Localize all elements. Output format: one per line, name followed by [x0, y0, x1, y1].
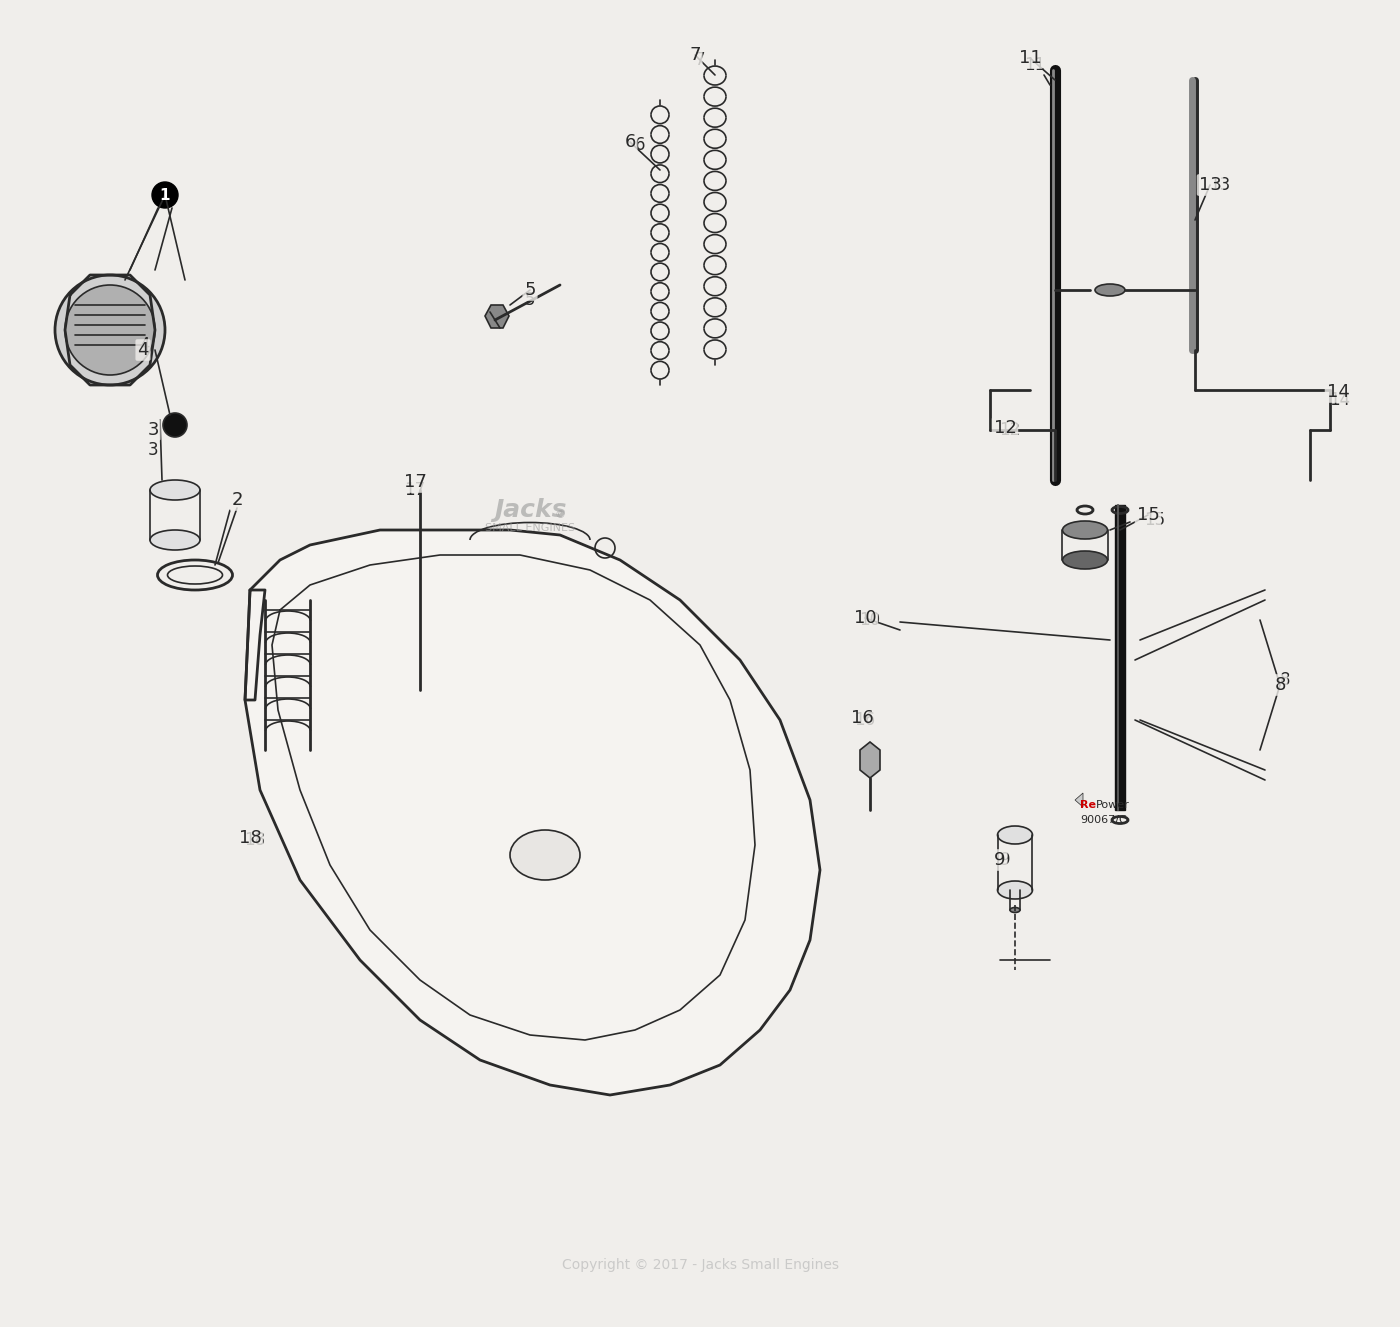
Text: 16: 16: [854, 711, 875, 729]
Text: 10: 10: [860, 610, 881, 629]
Ellipse shape: [150, 480, 200, 500]
Text: Copyright © 2017 - Jacks Small Engines: Copyright © 2017 - Jacks Small Engines: [561, 1258, 839, 1273]
Text: 6: 6: [634, 135, 645, 154]
Text: 9: 9: [994, 851, 1005, 869]
Text: 5: 5: [524, 281, 536, 299]
Ellipse shape: [997, 881, 1033, 898]
Text: 11: 11: [1019, 49, 1042, 66]
Text: 12: 12: [1000, 421, 1021, 439]
Text: 6: 6: [624, 133, 636, 151]
Ellipse shape: [1095, 284, 1126, 296]
Text: 13: 13: [1210, 176, 1231, 194]
Text: 10: 10: [854, 609, 876, 626]
Ellipse shape: [997, 825, 1033, 844]
Polygon shape: [1075, 794, 1084, 807]
Text: 3: 3: [147, 441, 158, 459]
Text: 8: 8: [1274, 675, 1285, 694]
Text: Re: Re: [1079, 800, 1096, 809]
Text: SMALL ENGINES: SMALL ENGINES: [484, 523, 575, 533]
Text: Jacks: Jacks: [494, 498, 566, 522]
Ellipse shape: [150, 529, 200, 549]
Text: 18: 18: [238, 829, 262, 847]
Text: Power: Power: [1096, 800, 1130, 809]
Ellipse shape: [510, 829, 580, 880]
Circle shape: [414, 683, 426, 695]
Text: 2: 2: [231, 491, 242, 510]
Polygon shape: [860, 742, 881, 778]
Text: 1: 1: [160, 187, 171, 203]
Polygon shape: [245, 529, 820, 1095]
Text: 15: 15: [1144, 511, 1166, 529]
Text: 4: 4: [140, 336, 150, 354]
Ellipse shape: [1063, 522, 1107, 539]
Text: 5: 5: [525, 291, 535, 309]
Text: 90067/C: 90067/C: [1079, 815, 1127, 825]
Text: 18: 18: [245, 831, 266, 849]
Text: 14: 14: [1330, 391, 1351, 409]
Text: 3: 3: [147, 421, 158, 439]
Text: 15: 15: [1137, 506, 1159, 524]
Text: 17: 17: [403, 472, 427, 491]
Text: 8: 8: [1280, 671, 1291, 689]
Circle shape: [153, 182, 178, 208]
Circle shape: [64, 285, 155, 376]
Ellipse shape: [1063, 551, 1107, 569]
Ellipse shape: [1009, 908, 1021, 913]
Text: 13: 13: [1198, 176, 1221, 194]
Text: 16: 16: [851, 709, 874, 727]
Text: 9: 9: [1000, 851, 1011, 869]
Text: 11: 11: [1025, 56, 1046, 74]
Text: 14: 14: [1327, 384, 1350, 401]
Circle shape: [55, 275, 165, 385]
Text: 7: 7: [689, 46, 701, 64]
Polygon shape: [1114, 506, 1126, 809]
Text: 7: 7: [694, 50, 706, 69]
Ellipse shape: [168, 567, 223, 584]
Polygon shape: [484, 305, 510, 328]
Text: 12: 12: [994, 419, 1016, 437]
Text: ©: ©: [554, 510, 566, 520]
Text: 17: 17: [405, 480, 426, 499]
Text: 4: 4: [137, 341, 148, 360]
Text: 2: 2: [231, 491, 242, 510]
Circle shape: [162, 413, 188, 437]
